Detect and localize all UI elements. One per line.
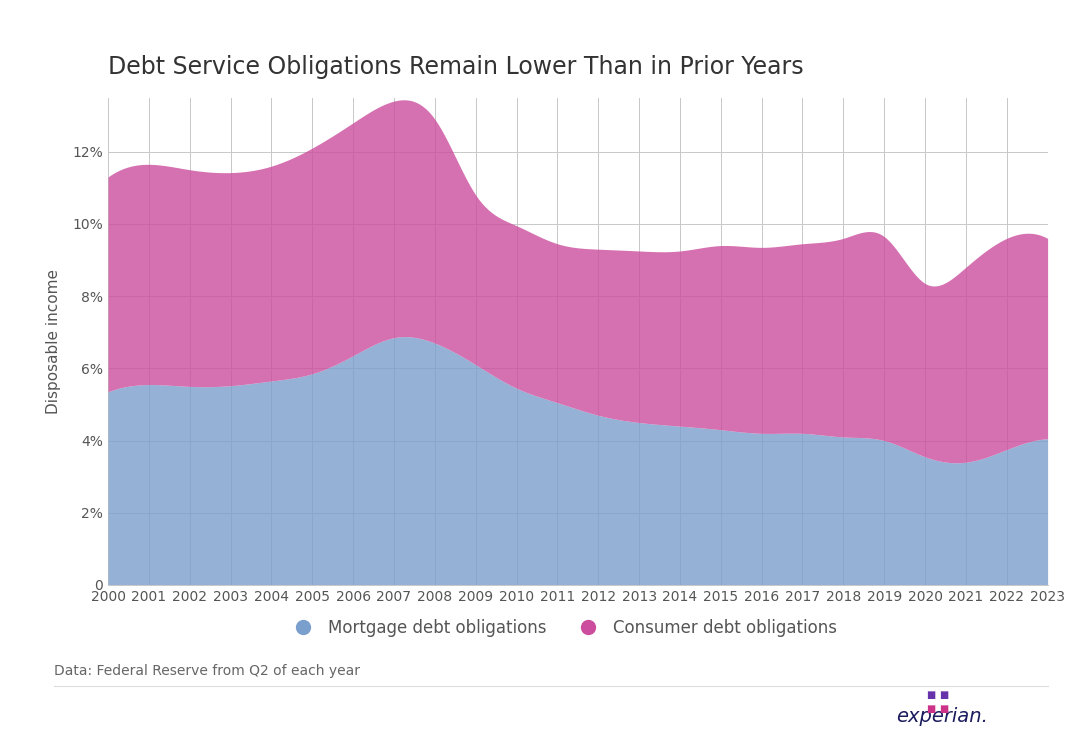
Legend: Mortgage debt obligations, Consumer debt obligations: Mortgage debt obligations, Consumer debt…	[280, 612, 843, 644]
Text: Debt Service Obligations Remain Lower Than in Prior Years: Debt Service Obligations Remain Lower Th…	[108, 55, 804, 79]
Text: Data: Federal Reserve from Q2 of each year: Data: Federal Reserve from Q2 of each ye…	[54, 664, 360, 678]
Text: ■: ■	[940, 704, 948, 714]
Text: experian.: experian.	[896, 706, 988, 726]
Text: ■: ■	[927, 704, 935, 714]
Text: ■: ■	[927, 690, 935, 700]
Y-axis label: Disposable income: Disposable income	[46, 268, 62, 414]
Text: ■: ■	[940, 690, 948, 700]
